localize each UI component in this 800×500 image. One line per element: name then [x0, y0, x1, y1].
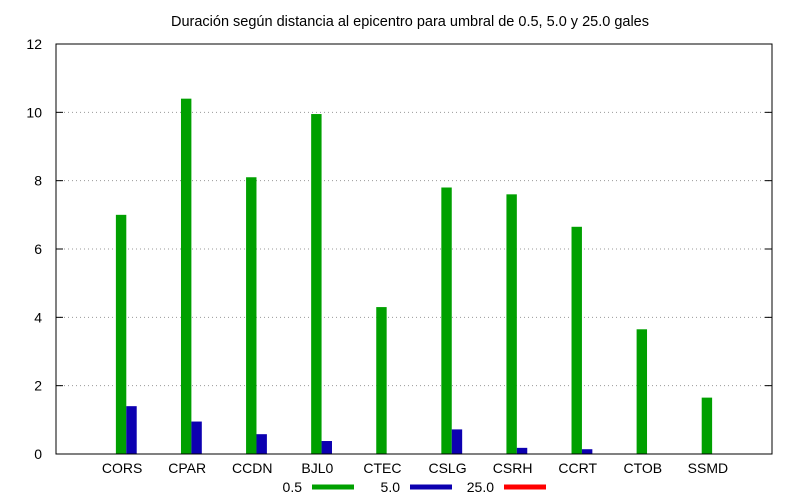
bar-5.0-bjl0 [311, 114, 322, 455]
bar-5.0-ssmd [701, 397, 713, 454]
x-tick-label: CTEC [363, 460, 401, 476]
bar-5.0-cpar [180, 98, 192, 455]
legend: 0.5 5.0 25.0 [283, 479, 546, 495]
bar-5.0-cors [115, 214, 127, 454]
x-tick-label: CSLG [428, 460, 466, 476]
y-tick-label: 4 [34, 309, 42, 325]
legend-label: 25.0 [467, 479, 494, 495]
legend-label: 5.0 [381, 479, 401, 495]
y-tick-label: 12 [26, 36, 42, 52]
x-tick-label: CCDN [232, 460, 272, 476]
x-tick-label: BJL0 [301, 460, 333, 476]
x-tick-label: CORS [102, 460, 142, 476]
x-axis: CORS CPAR CCDN BJL0 CTEC CSLG CSRH CCRT CTOB SSMD [102, 460, 728, 476]
bar-25.0-bjl0 [321, 441, 332, 454]
y-tick-label: 8 [34, 173, 42, 189]
bar-5.0-csrh [506, 194, 517, 455]
bar-5.0-ctob [636, 329, 648, 454]
bar-5.0-ctec [376, 307, 387, 454]
bar-25.0-ccrt [581, 449, 593, 454]
y-tick-label: 6 [34, 241, 42, 257]
x-tick-label: CSRH [493, 460, 533, 476]
y-axis: 0 2 4 6 8 10 12 [26, 36, 772, 462]
x-tick-label: CPAR [168, 460, 206, 476]
bar-25.0-ccdn [256, 434, 267, 454]
bar-25.0-cors [126, 406, 137, 454]
y-tick-label: 0 [34, 446, 42, 462]
x-tick-label: CTOB [623, 460, 662, 476]
legend-label: 0.5 [283, 479, 303, 495]
grid-lines [56, 111, 772, 387]
x-tick-label: CCRT [558, 460, 597, 476]
bar-25.0-cslg [451, 429, 463, 454]
y-tick-label: 2 [34, 378, 42, 394]
x-tick-label: SSMD [688, 460, 728, 476]
chart-title: Duración según distancia al epicentro pa… [171, 14, 649, 30]
bar-25.0-cpar [191, 421, 202, 454]
bar-5.0-ccrt [571, 226, 582, 454]
bar-25.0-csrh [516, 447, 528, 454]
bar-5.0-ccdn [246, 177, 257, 454]
y-tick-label: 10 [26, 104, 42, 120]
bars [115, 98, 713, 455]
bar-5.0-cslg [441, 187, 452, 454]
